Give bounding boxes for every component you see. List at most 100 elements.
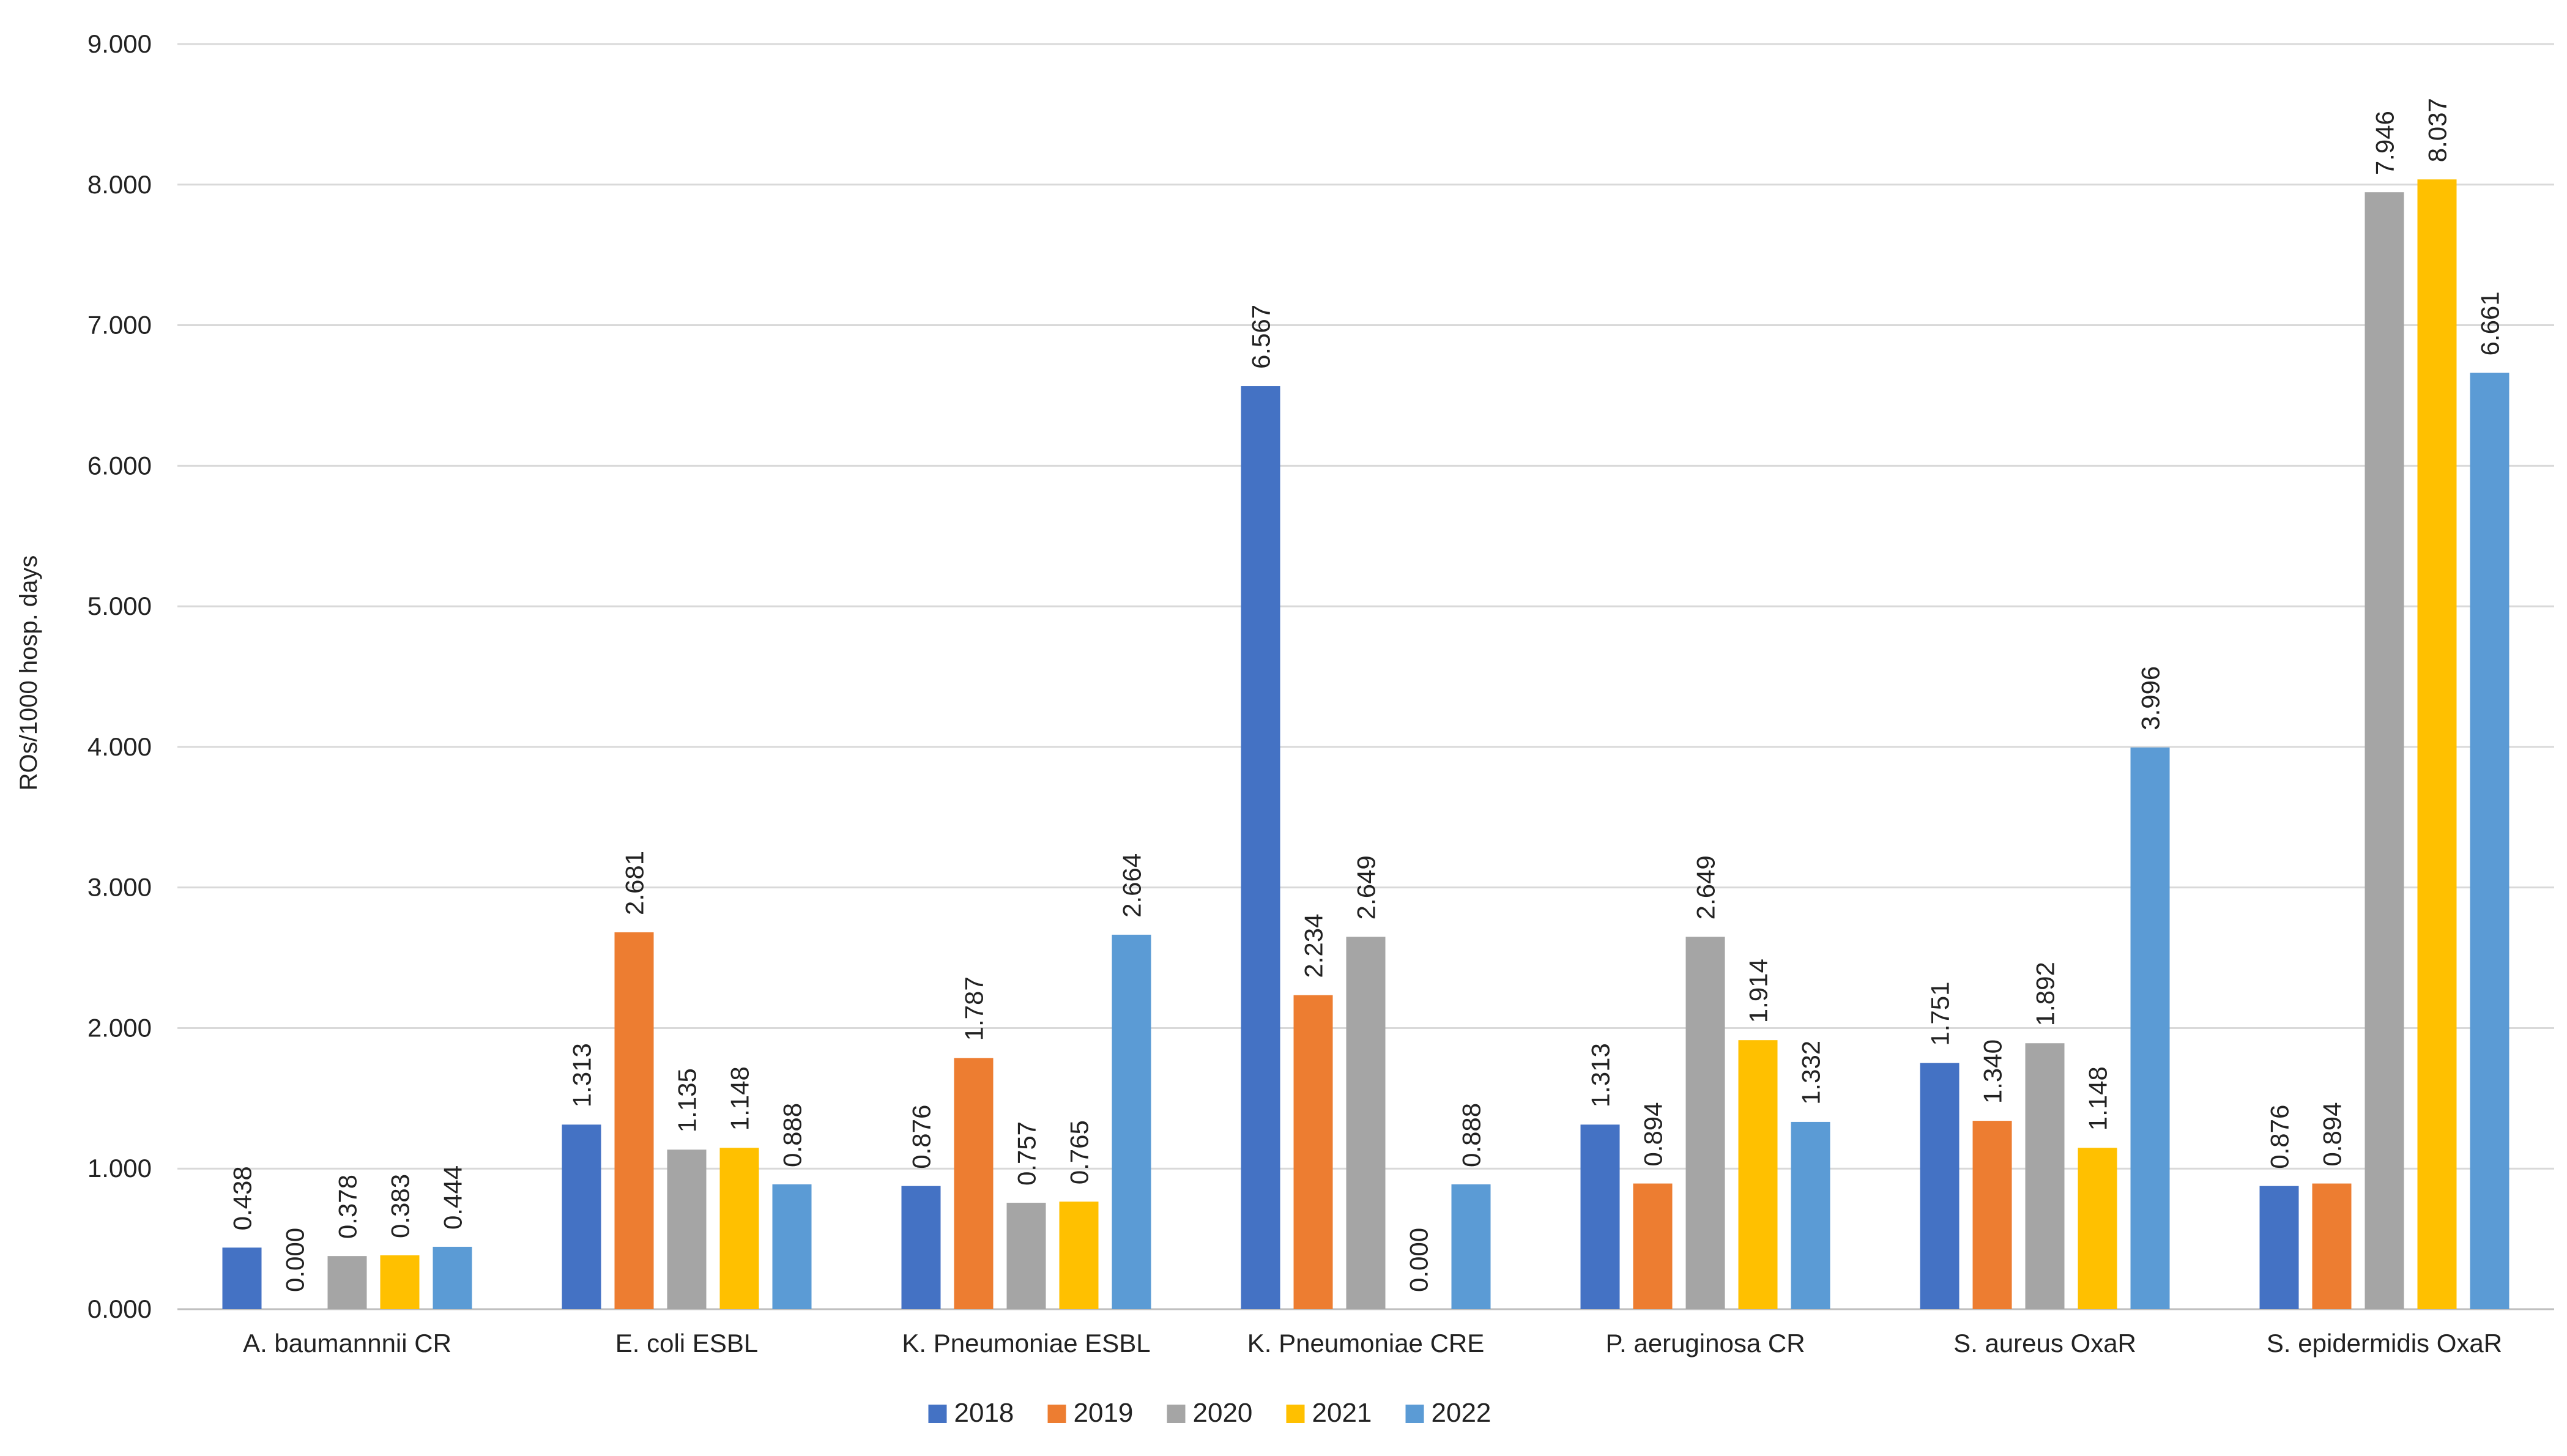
- category-label: K. Pneumoniae CRE: [1247, 1329, 1485, 1358]
- data-label: 6.567: [1247, 305, 1276, 369]
- data-label: 1.148: [2084, 1066, 2112, 1131]
- legend-label: 2022: [1432, 1398, 1492, 1428]
- data-label: 0.876: [2265, 1105, 2294, 1169]
- data-label: 0.444: [439, 1165, 467, 1230]
- y-tick-label: 3.000: [87, 873, 152, 902]
- bar-2019: [614, 932, 654, 1309]
- legend-swatch: [1405, 1405, 1424, 1423]
- legend-label: 2020: [1193, 1398, 1253, 1428]
- bars: [222, 179, 2509, 1309]
- data-label: 0.876: [907, 1105, 936, 1169]
- legend-swatch: [1286, 1405, 1305, 1423]
- bar-2022: [433, 1246, 472, 1309]
- bar-2021: [1738, 1040, 1778, 1309]
- data-label: 1.313: [568, 1043, 596, 1107]
- data-label: 0.894: [1639, 1102, 1668, 1166]
- bar-2021: [2417, 179, 2457, 1309]
- y-tick-label: 6.000: [87, 451, 152, 480]
- bar-2022: [1451, 1184, 1491, 1309]
- bar-2019: [1633, 1183, 1673, 1309]
- data-label: 7.946: [2371, 111, 2399, 175]
- bar-2019: [954, 1058, 994, 1309]
- data-label: 0.378: [333, 1175, 362, 1239]
- data-label: 1.332: [1797, 1041, 1826, 1105]
- data-label: 0.765: [1065, 1120, 1094, 1184]
- bar-2018: [1241, 386, 1280, 1309]
- bar-2022: [2130, 747, 2170, 1309]
- x-axis-categories: A. baumannnii CR E. coli ESBL K. Pneumonia…: [243, 1329, 2502, 1358]
- data-label: 1.148: [726, 1066, 754, 1131]
- legend-item-2020[interactable]: 2020: [1167, 1398, 1253, 1428]
- data-label: 0.757: [1012, 1121, 1041, 1186]
- y-tick-label: 9.000: [87, 29, 152, 58]
- y-tick-label: 7.000: [87, 311, 152, 340]
- bar-2022: [772, 1184, 812, 1309]
- data-label: 2.681: [620, 851, 649, 915]
- data-label: 1.892: [2031, 962, 2060, 1026]
- category-label: S. aureus OxaR: [1953, 1329, 2136, 1358]
- data-label: 1.313: [1586, 1043, 1615, 1107]
- bar-2018: [2259, 1186, 2299, 1309]
- data-label: 2.664: [1118, 853, 1146, 918]
- bar-2020: [667, 1150, 707, 1309]
- bar-2019: [1293, 995, 1333, 1309]
- bar-2021: [2078, 1148, 2117, 1309]
- bar-2018: [562, 1124, 601, 1309]
- bar-2021: [1059, 1202, 1099, 1309]
- legend-item-2018[interactable]: 2018: [928, 1398, 1014, 1428]
- data-label: 3.996: [2136, 666, 2165, 730]
- bar-2021: [719, 1148, 759, 1309]
- bar-2020: [1006, 1203, 1046, 1309]
- bar-2020: [2365, 192, 2404, 1309]
- y-axis-title: ROs/1000 hosp. days: [15, 555, 42, 791]
- legend-item-2019[interactable]: 2019: [1047, 1398, 1134, 1428]
- y-tick-label: 1.000: [87, 1154, 152, 1183]
- bar-2019: [1972, 1121, 2012, 1309]
- data-label: 6.661: [2476, 291, 2505, 355]
- bar-2020: [327, 1256, 367, 1309]
- legend-item-2022[interactable]: 2022: [1405, 1398, 1492, 1428]
- y-axis-ticks: 0.000 1.000 2.000 3.000 4.000 5.000 6.000 7.000…: [87, 29, 152, 1323]
- data-label: 0.438: [228, 1166, 257, 1230]
- data-label: 0.888: [1457, 1103, 1486, 1167]
- bar-2020: [1685, 937, 1725, 1309]
- category-label: K. Pneumoniae ESBL: [902, 1329, 1150, 1358]
- data-label: 0.894: [2318, 1102, 2347, 1166]
- bar-2022: [2470, 373, 2509, 1309]
- legend-swatch: [1047, 1405, 1066, 1423]
- bar-2018: [222, 1247, 262, 1309]
- y-tick-label: 5.000: [87, 592, 152, 620]
- bar-2020: [1346, 937, 1386, 1309]
- legend-swatch: [1167, 1405, 1186, 1423]
- data-label: 0.000: [281, 1228, 310, 1292]
- data-label: 2.649: [1352, 855, 1381, 919]
- legend[interactable]: 2018 2019 2020 2021 2022: [928, 1398, 1492, 1428]
- legend-swatch: [928, 1405, 947, 1423]
- y-tick-label: 4.000: [87, 732, 152, 761]
- legend-label: 2021: [1312, 1398, 1372, 1428]
- legend-label: 2018: [954, 1398, 1014, 1428]
- bar-2022: [1112, 934, 1151, 1309]
- bar-2018: [1920, 1063, 1960, 1309]
- bar-2022: [1791, 1121, 1830, 1309]
- data-label: 2.234: [1299, 914, 1328, 978]
- legend-label: 2019: [1074, 1398, 1134, 1428]
- category-label: E. coli ESBL: [615, 1329, 758, 1358]
- legend-item-2021[interactable]: 2021: [1286, 1398, 1372, 1428]
- data-label: 1.914: [1744, 959, 1773, 1023]
- y-tick-label: 2.000: [87, 1013, 152, 1042]
- data-label: 0.000: [1405, 1228, 1433, 1292]
- y-tick-label: 0.000: [87, 1294, 152, 1323]
- data-label: 1.135: [673, 1068, 702, 1132]
- data-label: 2.649: [1692, 855, 1720, 919]
- data-label: 0.383: [386, 1174, 415, 1238]
- category-label: S. epidermidis OxaR: [2267, 1329, 2502, 1358]
- data-label: 8.037: [2423, 98, 2452, 162]
- data-label: 1.751: [1926, 982, 1955, 1046]
- data-label: 1.340: [1978, 1039, 2007, 1104]
- data-labels: 0.438 0.000 0.378 0.383 0.444 1.313 2.681 1.135…: [228, 98, 2505, 1292]
- category-label: A. baumannnii CR: [243, 1329, 451, 1358]
- bar-2018: [901, 1186, 941, 1309]
